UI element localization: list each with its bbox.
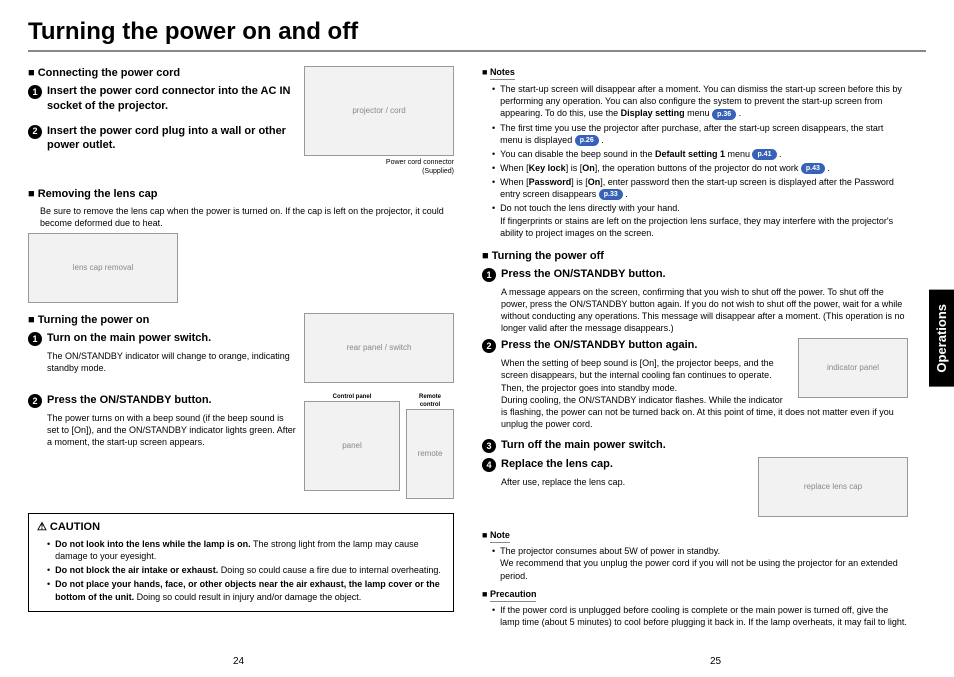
step-off1-body: A message appears on the screen, confirm…: [501, 286, 908, 335]
caution-head: CAUTION: [37, 520, 445, 535]
caution-box: CAUTION Do not look into the lens while …: [28, 513, 454, 612]
power-cord-illustration: projector / cord: [304, 66, 454, 156]
note2-head: ■ Note: [482, 529, 908, 543]
precaution-body: If the power cord is unplugged before co…: [492, 604, 908, 628]
lens-cap-illustration: lens cap removal: [28, 233, 178, 303]
page-number-right: 25: [710, 656, 721, 667]
section-power-off: Turning the power off: [482, 249, 908, 264]
sidebar-tab: Operations: [929, 290, 954, 387]
step-badge-on2: 2: [28, 394, 42, 408]
step-on2-body: The power turns on with a beep sound (if…: [47, 412, 317, 448]
step-on1-title: Turn on the main power switch.: [47, 331, 211, 346]
note-1: The start-up screen will disappear after…: [492, 83, 908, 119]
note-3: You can disable the beep sound in the De…: [492, 148, 908, 160]
note-5: When [Password] is [On], enter password …: [492, 176, 908, 200]
step-off1-badge: 1: [482, 268, 496, 282]
step-off1-title: Press the ON/STANDBY button.: [501, 267, 666, 282]
control-panel-label: Control panel: [304, 393, 400, 401]
step-off2-badge: 2: [482, 339, 496, 353]
power-switch-illustration: rear panel / switch: [304, 313, 454, 383]
indicator-illustration: indicator panel: [798, 338, 908, 398]
remote-label: Remote control: [406, 393, 454, 409]
step-off4-badge: 4: [482, 458, 496, 472]
note-end: The projector consumes about 5W of power…: [492, 545, 908, 581]
step-off3-badge: 3: [482, 439, 496, 453]
control-panel-illustration: panel: [304, 401, 400, 491]
note-6: Do not touch the lens directly with your…: [492, 202, 908, 238]
step-off4-title: Replace the lens cap.: [501, 457, 613, 472]
page-title: Turning the power on and off: [28, 18, 926, 52]
notes-head: ■ Notes: [482, 66, 908, 80]
lens-cap-body: Be sure to remove the lens cap when the …: [40, 205, 454, 229]
page-number-left: 24: [233, 656, 244, 667]
caution-item-2: Do not block the air intake or exhaust. …: [47, 564, 445, 576]
remote-illustration: remote: [406, 409, 454, 499]
note-2: The first time you use the projector aft…: [492, 122, 908, 146]
caution-item-1: Do not look into the lens while the lamp…: [47, 538, 445, 562]
left-column: projector / cord Power cord connector (S…: [28, 60, 454, 630]
step-badge-2: 2: [28, 125, 42, 139]
caution-item-3: Do not place your hands, face, or other …: [47, 578, 445, 602]
lens-cap-replace-illustration: replace lens cap: [758, 457, 908, 517]
step-badge-on1: 1: [28, 332, 42, 346]
step-badge-1: 1: [28, 85, 42, 99]
precaution-head: ■ Precaution: [482, 588, 908, 602]
step-on2-title: Press the ON/STANDBY button.: [47, 393, 212, 408]
section-lens-cap: Removing the lens cap: [28, 187, 454, 202]
connector-caption: Power cord connector (Supplied): [304, 158, 454, 177]
note-4: When [Key lock] is [On], the operation b…: [492, 162, 908, 174]
step-2-title: Insert the power cord plug into a wall o…: [47, 124, 296, 154]
step-off2-title: Press the ON/STANDBY button again.: [501, 338, 697, 353]
step-off3-title: Turn off the main power switch.: [501, 438, 666, 453]
step-1-title: Insert the power cord connector into the…: [47, 84, 296, 114]
right-column: ■ Notes The start-up screen will disappe…: [482, 60, 926, 630]
